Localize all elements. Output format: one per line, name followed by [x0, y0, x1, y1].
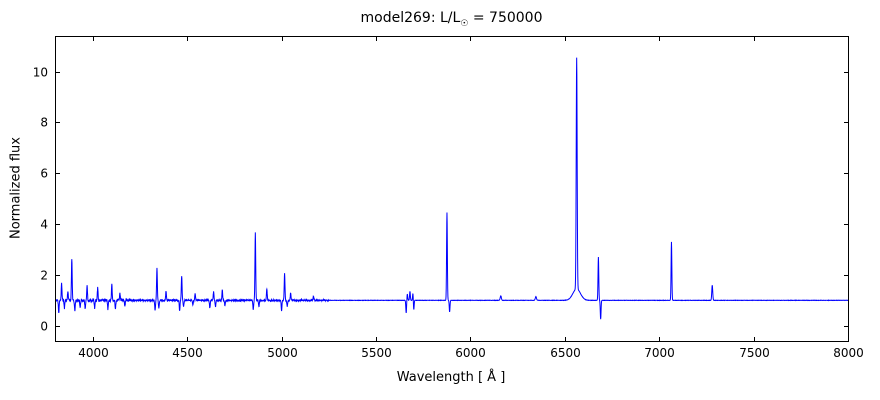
x-tick-label: 7500	[739, 346, 770, 360]
chart-title: model269: L/L☉ = 750000	[55, 10, 848, 29]
x-tick-label: 4500	[172, 346, 203, 360]
x-tick-label: 4000	[78, 346, 109, 360]
y-tick-label: 4	[40, 218, 48, 232]
y-tick-label: 0	[40, 320, 48, 334]
x-tick-label: 5500	[361, 346, 392, 360]
x-tick-label: 6500	[550, 346, 581, 360]
y-tick-label: 10	[33, 66, 48, 80]
y-axis-label: Normalized flux	[8, 137, 24, 239]
spectrum-line	[55, 57, 848, 320]
chart-title-suffix: = 750000	[468, 10, 543, 26]
x-axis-label: Wavelength [ Å ]	[396, 370, 506, 385]
y-tick-label: 8	[40, 116, 48, 130]
y-tick-label: 6	[40, 167, 48, 181]
y-tick-label: 2	[40, 269, 48, 283]
x-tick-label: 8000	[833, 346, 864, 360]
x-tick-label: 7000	[644, 346, 675, 360]
chart-title-prefix: model269: L/L	[360, 10, 461, 26]
x-tick-label: 6000	[455, 346, 486, 360]
axes-frame	[55, 36, 849, 342]
x-tick-label: 5000	[267, 346, 298, 360]
sun-symbol: ☉	[460, 18, 469, 29]
